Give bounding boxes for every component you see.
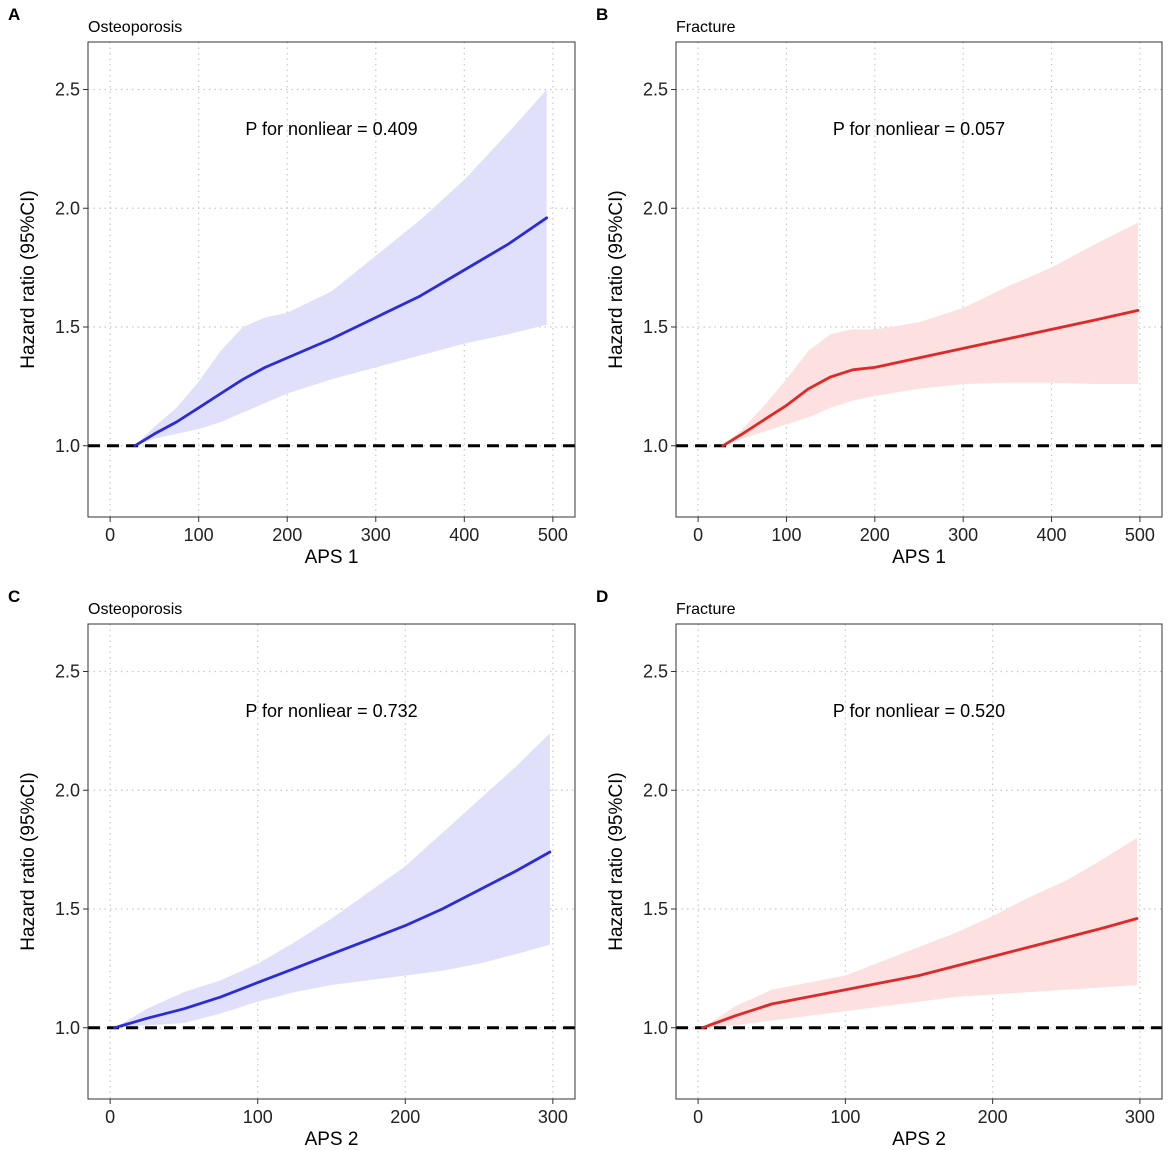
- x-tick-label: 200: [390, 1107, 420, 1127]
- hazard-ratio-line: [133, 216, 549, 448]
- x-tick-label: 300: [361, 525, 391, 545]
- x-axis-title: APS 1: [892, 547, 946, 568]
- y-tick-label: 2.0: [643, 198, 668, 218]
- x-tick-label: 0: [693, 525, 703, 545]
- plot-frame: [675, 41, 1163, 518]
- panel-title: Osteoporosis: [88, 601, 182, 618]
- y-tick-label: 1.0: [643, 436, 668, 456]
- x-tick-label: 0: [693, 1107, 703, 1127]
- panel-letter: C: [8, 587, 20, 606]
- hazard-ratio-line: [113, 850, 552, 1030]
- x-tick-label: 400: [449, 525, 479, 545]
- hazard-ratio-line: [721, 309, 1140, 448]
- x-tick-label: 300: [1125, 1107, 1155, 1127]
- x-tick-label: 500: [1125, 525, 1155, 545]
- x-tick-label: 200: [272, 525, 302, 545]
- p-value-annotation: P for nonliear = 0.732: [245, 701, 417, 721]
- y-tick-label: 1.5: [55, 899, 80, 919]
- x-axis-title: APS 1: [305, 547, 359, 568]
- y-tick-label: 2.5: [643, 80, 668, 100]
- plot-frame: [87, 41, 576, 518]
- y-tick-label: 1.0: [55, 1018, 80, 1038]
- y-tick-label: 2.5: [643, 662, 668, 682]
- y-tick-label: 1.5: [643, 899, 668, 919]
- x-tick-label: 100: [830, 1107, 860, 1127]
- confidence-band: [702, 837, 1137, 1028]
- panel-d: D Fracture 0 100 200 300 1.0 1.5 2.0 2.5 APS 2 Haza…: [596, 587, 1163, 1150]
- panel-a: A Osteoporosis 0 100 200 300 400 500 1.0 1.5 2.0 2.…: [8, 5, 576, 568]
- x-tick-label: 100: [184, 525, 214, 545]
- panel-letter: A: [8, 5, 20, 24]
- panel-letter: D: [596, 587, 608, 606]
- panel-b: B Fracture 0 100 200 300 400 500 1.0 1.5 2.0 2.5 APS…: [596, 5, 1163, 568]
- x-tick-label: 100: [243, 1107, 273, 1127]
- confidence-band: [134, 89, 547, 446]
- y-tick-label: 1.0: [55, 436, 80, 456]
- x-axis-title: APS 2: [305, 1129, 359, 1150]
- confidence-band: [114, 733, 550, 1028]
- y-tick-label: 1.5: [643, 317, 668, 337]
- y-axis-title: Hazard ratio (95%CI): [18, 190, 39, 368]
- x-tick-label: 0: [105, 525, 115, 545]
- confidence-band: [722, 222, 1139, 446]
- panel-title: Osteoporosis: [88, 19, 182, 36]
- y-axis-title: Hazard ratio (95%CI): [18, 772, 39, 950]
- p-value-annotation: P for nonliear = 0.057: [833, 119, 1005, 139]
- x-tick-label: 0: [105, 1107, 115, 1127]
- y-tick-label: 1.5: [55, 317, 80, 337]
- y-tick-label: 2.0: [643, 780, 668, 800]
- x-tick-label: 300: [948, 525, 978, 545]
- x-tick-label: 200: [860, 525, 890, 545]
- panel-letter: B: [596, 5, 608, 24]
- x-tick-label: 500: [538, 525, 568, 545]
- plot-frame: [87, 623, 576, 1100]
- p-value-annotation: P for nonliear = 0.409: [245, 119, 417, 139]
- panel-c: C Osteoporosis 0 100 200 300 1.0 1.5 2.0 2.5 APS 2…: [8, 587, 576, 1150]
- x-tick-label: 100: [771, 525, 801, 545]
- x-tick-label: 200: [978, 1107, 1008, 1127]
- y-axis-title: Hazard ratio (95%CI): [606, 190, 627, 368]
- y-tick-label: 2.0: [55, 780, 80, 800]
- panel-title: Fracture: [676, 601, 736, 618]
- x-axis-title: APS 2: [892, 1129, 946, 1150]
- y-tick-label: 1.0: [643, 1018, 668, 1038]
- x-tick-label: 300: [538, 1107, 568, 1127]
- p-value-annotation: P for nonliear = 0.520: [833, 701, 1005, 721]
- y-tick-label: 2.5: [55, 662, 80, 682]
- plot-frame: [675, 623, 1163, 1100]
- hazard-ratio-line: [701, 917, 1139, 1030]
- x-tick-label: 400: [1037, 525, 1067, 545]
- panel-title: Fracture: [676, 19, 736, 36]
- y-axis-title: Hazard ratio (95%CI): [606, 772, 627, 950]
- y-tick-label: 2.5: [55, 80, 80, 100]
- y-tick-label: 2.0: [55, 198, 80, 218]
